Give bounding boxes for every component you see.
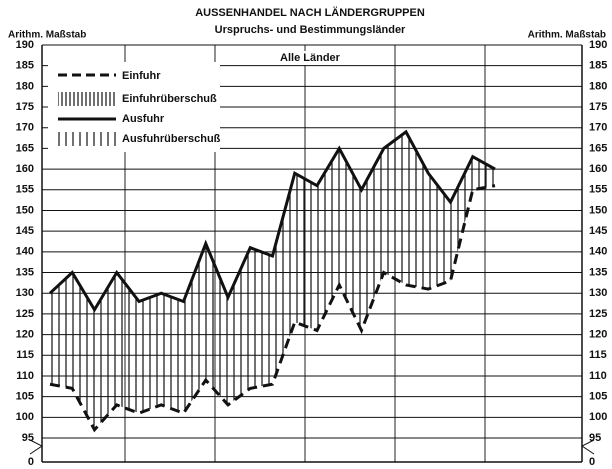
y2-tick-label: 140 [589, 246, 607, 258]
y2-tick-label: 170 [589, 122, 607, 134]
y2-tick-label: 190 [589, 39, 607, 51]
y2-tick-label: 150 [589, 204, 607, 216]
panel-label: Alle Länder [280, 52, 341, 64]
series-line [48, 129, 496, 313]
y-tick-label: 170 [16, 122, 34, 134]
y2-tick-label: 110 [589, 370, 607, 382]
y2-tick-label: 160 [589, 163, 607, 175]
y2-tick-label: 105 [589, 391, 607, 403]
y2-tick-label: 95 [589, 432, 601, 444]
y-tick-label: 100 [16, 411, 34, 423]
legend-label: Ausfuhrüberschuß [122, 133, 221, 145]
y-tick-label: 110 [16, 370, 34, 382]
y2-tick-label: 135 [589, 266, 607, 278]
y-tick-label: 135 [16, 266, 34, 278]
series-line [49, 184, 496, 433]
y2-tick-label: 130 [589, 287, 607, 299]
y2-tick-label: 185 [589, 60, 607, 72]
y-tick-label: 120 [16, 328, 34, 340]
y-tick-label: 105 [16, 391, 34, 403]
y2-tick-label: 175 [589, 101, 607, 113]
y-tick-label: 145 [16, 225, 34, 237]
y2-tick-label: 115 [589, 349, 607, 361]
y-tick-label: 175 [16, 101, 34, 113]
y-tick-label: 140 [16, 246, 34, 258]
y-tick-label: 155 [16, 184, 34, 196]
panel-bg [274, 51, 346, 65]
y-tick-label: 165 [16, 142, 34, 154]
legend-swatch [58, 132, 116, 146]
y2-tick-label: 145 [589, 225, 607, 237]
y-tick-label: 190 [16, 39, 34, 51]
legend-label: Ausfuhr [122, 113, 165, 125]
y-tick-label: 95 [22, 432, 34, 444]
y2-tick-label: 165 [589, 142, 607, 154]
y2-tick-label: 120 [589, 328, 607, 340]
y-tick-label: 160 [16, 163, 34, 175]
y2-tick-label: 155 [589, 184, 607, 196]
y2-tick-label: 125 [589, 308, 607, 320]
y2-tick-label: 0 [589, 456, 595, 468]
y2-tick-label: 100 [589, 411, 607, 423]
chart-subtitle: Urspruchs- und Bestimmungsländer [215, 24, 406, 36]
axis-break [581, 439, 595, 455]
y-tick-label: 125 [16, 308, 34, 320]
y-tick-label: 0 [28, 456, 34, 468]
chart-title: AUSSENHANDEL NACH LÄNDERGRUPPEN [195, 6, 425, 19]
y-tick-label: 115 [16, 349, 34, 361]
legend-label: Einfuhrüberschuß [122, 93, 217, 105]
axis-break [29, 439, 43, 455]
y2-axis-label: Arithm. Maßstab [528, 30, 606, 41]
y-tick-label: 150 [16, 204, 34, 216]
legend-label: Einfuhr [122, 70, 161, 82]
y-tick-label: 185 [16, 60, 34, 72]
surplus-area [50, 131, 495, 430]
y-axis-label: Arithm. Maßstab [8, 30, 86, 41]
y-tick-label: 180 [16, 80, 34, 92]
y2-tick-label: 180 [589, 80, 607, 92]
legend-swatch [58, 92, 116, 106]
y-tick-label: 130 [16, 287, 34, 299]
